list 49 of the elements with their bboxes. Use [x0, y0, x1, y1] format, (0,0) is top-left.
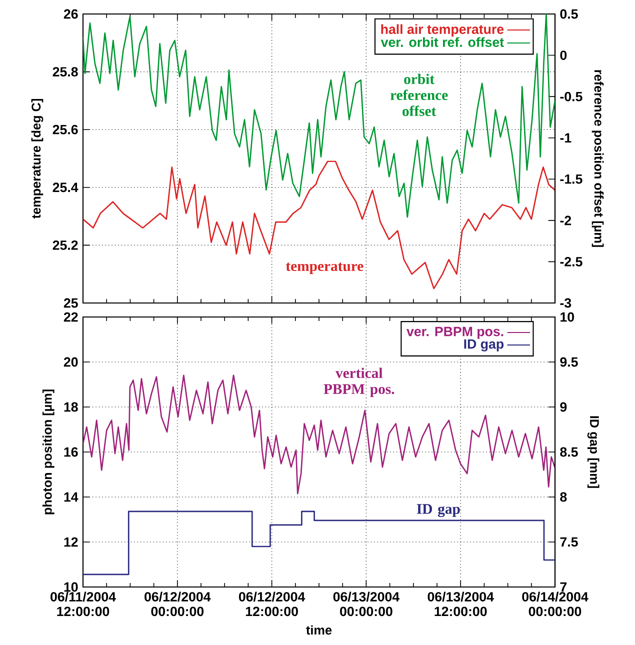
- y2-tick-label: -2: [560, 216, 572, 226]
- y2-tick-label: 9: [560, 402, 567, 412]
- y2-tick-label: 9.5: [560, 357, 578, 367]
- y2-tick-label: -2.5: [560, 256, 582, 266]
- y-tick-label: 25.4: [52, 182, 78, 192]
- x-tick-label: 06/12/2004 00:00:00: [144, 592, 211, 616]
- y-axis-title: temperature [deg C]: [31, 99, 44, 219]
- legend-label: ver. orbit ref. offset: [380, 37, 504, 47]
- y2-tick-label: -3: [560, 298, 572, 308]
- annotation: orbit reference offset: [390, 74, 448, 116]
- x-axis-title: time: [306, 625, 332, 635]
- y-tick-label: 20: [64, 357, 78, 367]
- x-tick-label: 06/12/2004 12:00:00: [238, 592, 306, 616]
- y-tick-label: 26: [64, 9, 78, 19]
- x-tick-label: 06/14/2004 00:00:00: [522, 592, 588, 616]
- y2-tick-label: 7: [560, 582, 567, 592]
- y-tick-label: 25.2: [52, 240, 78, 250]
- annotation: vertical PBPM pos.: [324, 368, 394, 397]
- annotation: temperature: [286, 262, 364, 274]
- x-tick-label: 06/11/2004 12:00:00: [50, 592, 116, 616]
- y-tick-label: 25.6: [52, 124, 78, 134]
- y-tick-label: 12: [64, 537, 78, 547]
- y2-tick-label: 10: [560, 312, 574, 322]
- y-tick-label: 25: [64, 298, 78, 308]
- y-tick-label: 18: [64, 402, 78, 412]
- annotation: ID gap: [416, 504, 460, 518]
- line-series: [83, 160, 555, 290]
- y-tick-label: 16: [64, 447, 78, 457]
- y2-tick-label: -0.5: [560, 92, 582, 102]
- y-tick-label: 14: [64, 492, 78, 502]
- y2-tick-label: 8: [560, 492, 567, 502]
- y2-tick-label: -1: [560, 133, 572, 142]
- line-series: [83, 14, 556, 218]
- legend-label: ID gap: [464, 339, 504, 352]
- y-axis-title: photon position [µm]: [42, 390, 54, 514]
- x-tick-label: 06/13/2004 12:00:00: [428, 592, 494, 616]
- x-tick-label: 06/13/2004 00:00:00: [333, 592, 400, 616]
- legend-label: hall air temperature: [381, 24, 504, 37]
- y2-tick-label: 0: [560, 50, 567, 60]
- y2-axis-title: ID gap [mm]: [587, 416, 600, 488]
- y2-tick-label: 8.5: [560, 447, 578, 457]
- y-tick-label: 10: [64, 582, 78, 592]
- y2-tick-label: 7.5: [560, 537, 578, 547]
- y2-axis-title: reference position offset [µm]: [592, 70, 604, 247]
- y2-tick-label: 0.5: [560, 9, 578, 19]
- y-tick-label: 25.8: [52, 67, 78, 77]
- legend-label: ver. PBPM pos.: [406, 326, 504, 339]
- y-tick-label: 22: [64, 312, 78, 322]
- y2-tick-label: -1.5: [560, 174, 582, 184]
